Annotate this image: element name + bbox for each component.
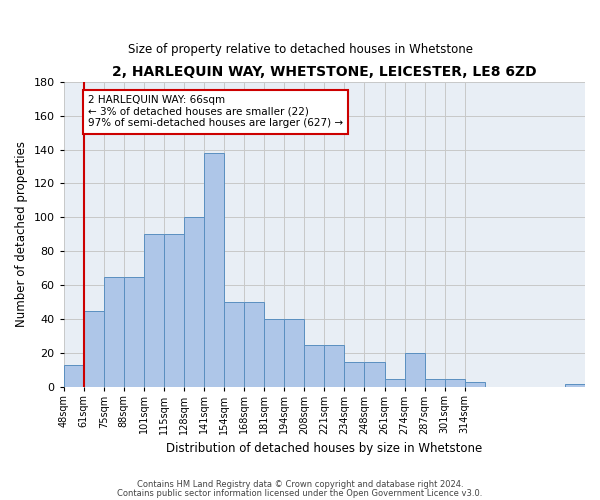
Bar — [325, 345, 344, 388]
Bar — [364, 362, 385, 388]
Bar — [224, 302, 244, 388]
Y-axis label: Number of detached properties: Number of detached properties — [15, 142, 28, 328]
Bar — [144, 234, 164, 388]
Text: Size of property relative to detached houses in Whetstone: Size of property relative to detached ho… — [128, 42, 473, 56]
X-axis label: Distribution of detached houses by size in Whetstone: Distribution of detached houses by size … — [166, 442, 482, 455]
Bar — [104, 277, 124, 388]
Bar — [124, 277, 144, 388]
Bar — [244, 302, 264, 388]
Bar — [344, 362, 364, 388]
Bar — [385, 379, 404, 388]
Text: 2 HARLEQUIN WAY: 66sqm
← 3% of detached houses are smaller (22)
97% of semi-deta: 2 HARLEQUIN WAY: 66sqm ← 3% of detached … — [88, 95, 343, 128]
Title: 2, HARLEQUIN WAY, WHETSTONE, LEICESTER, LE8 6ZD: 2, HARLEQUIN WAY, WHETSTONE, LEICESTER, … — [112, 65, 536, 79]
Bar — [164, 234, 184, 388]
Bar — [204, 153, 224, 388]
Text: Contains HM Land Registry data © Crown copyright and database right 2024.: Contains HM Land Registry data © Crown c… — [137, 480, 463, 489]
Bar — [304, 345, 325, 388]
Bar — [425, 379, 445, 388]
Bar — [284, 320, 304, 388]
Bar — [465, 382, 485, 388]
Bar — [445, 379, 465, 388]
Bar — [64, 366, 84, 388]
Text: Contains public sector information licensed under the Open Government Licence v3: Contains public sector information licen… — [118, 488, 482, 498]
Bar — [264, 320, 284, 388]
Bar — [184, 218, 204, 388]
Bar — [565, 384, 585, 388]
Bar — [84, 311, 104, 388]
Bar — [404, 354, 425, 388]
